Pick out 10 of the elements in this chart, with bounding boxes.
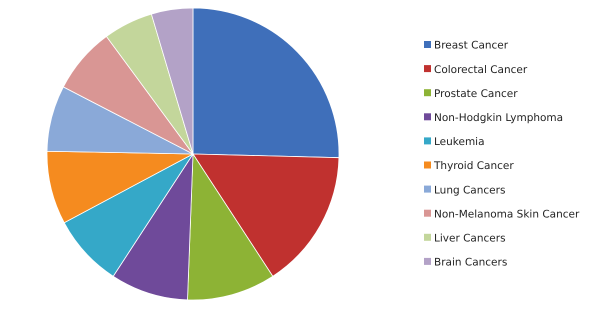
legend-label: Brain Cancers [434,256,508,269]
legend-label: Prostate Cancer [434,88,518,100]
legend-label: Leukemia [434,136,485,148]
legend-label: Thyroid Cancer [433,160,514,172]
legend-label: Non-Melanoma Skin Cancer [434,208,580,220]
legend-label: Breast Cancer [434,40,509,52]
legend-label: Liver Cancers [434,232,506,244]
legend-label: Colorectal Cancer [434,64,528,76]
legend-label: Non-Hodgkin Lymphoma [434,112,564,124]
legend-label: Lung Cancers [434,184,506,196]
